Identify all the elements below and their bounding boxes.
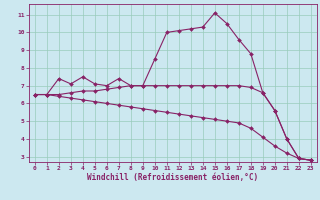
X-axis label: Windchill (Refroidissement éolien,°C): Windchill (Refroidissement éolien,°C) xyxy=(87,173,258,182)
